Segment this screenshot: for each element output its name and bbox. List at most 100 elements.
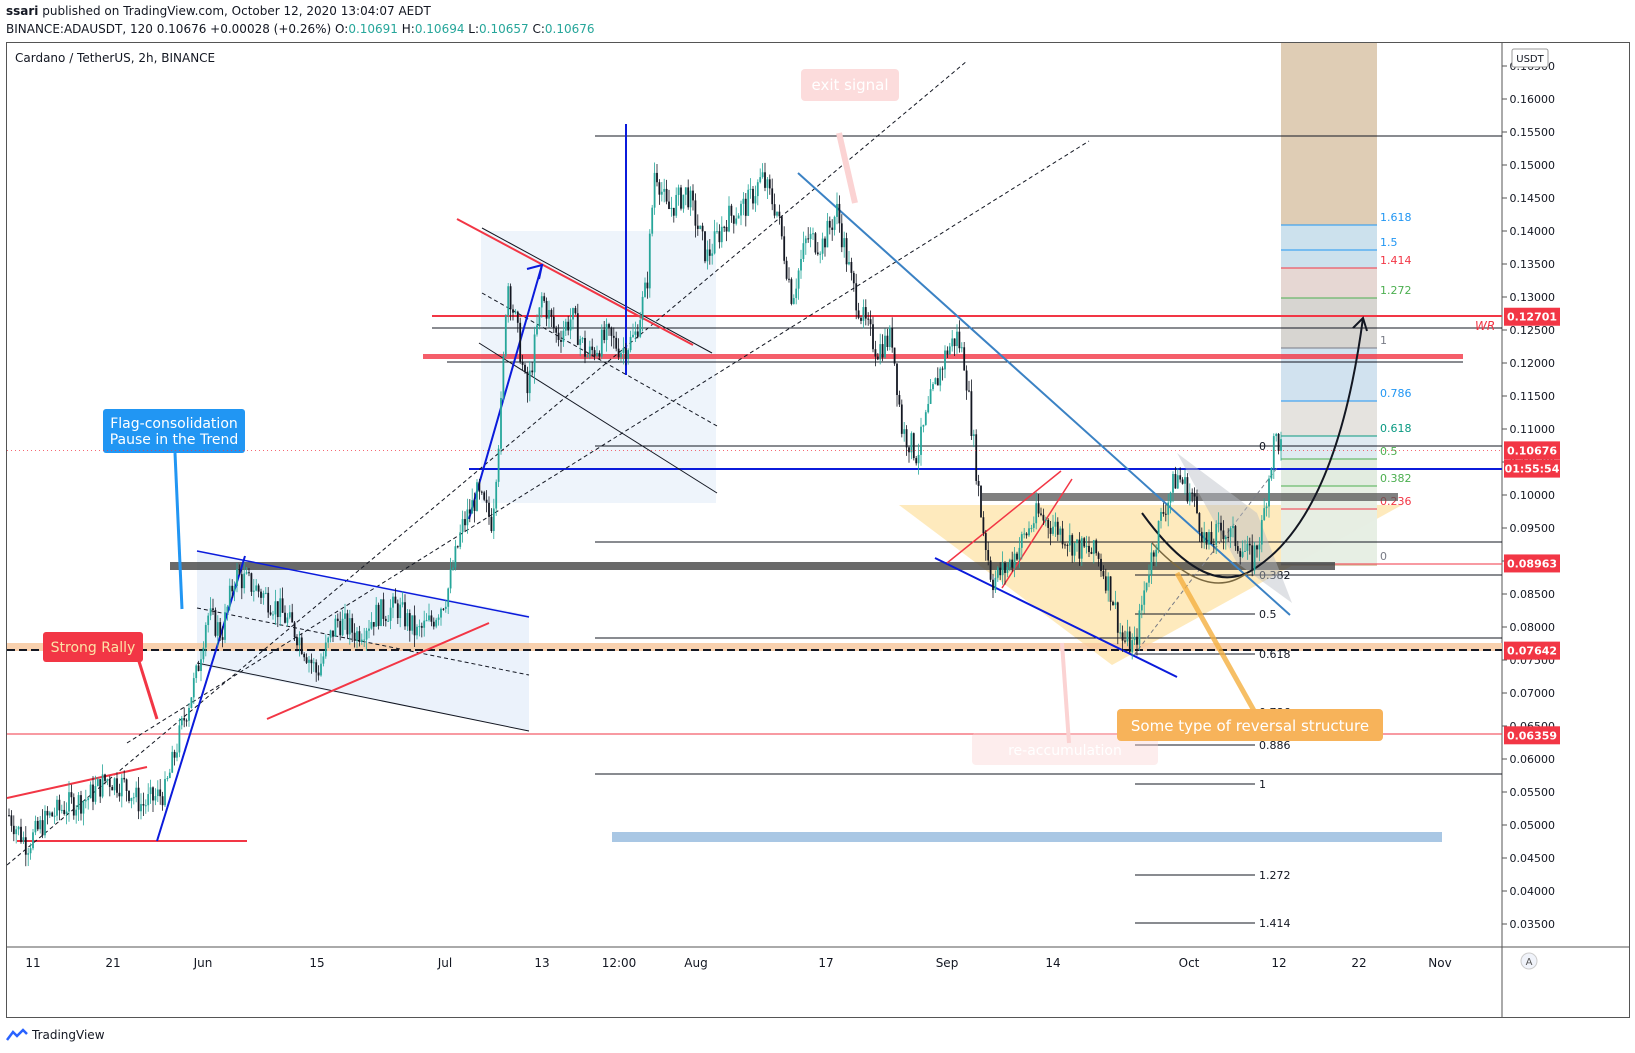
candle-body — [915, 458, 918, 464]
candle-body — [456, 546, 459, 548]
candle-body — [689, 190, 692, 208]
candle-body — [948, 346, 951, 355]
candle-body — [65, 811, 68, 814]
candle-body — [468, 509, 471, 514]
candle-body — [29, 848, 32, 854]
candle-body — [507, 286, 510, 316]
candle-body — [1280, 439, 1282, 451]
candle-body — [1008, 559, 1011, 568]
candle-body — [384, 618, 387, 621]
flag-mid — [196, 607, 530, 676]
candle-body — [60, 809, 63, 811]
candle-body — [524, 364, 526, 372]
flag-label-box[interactable] — [103, 409, 245, 453]
exit-signal-box[interactable] — [801, 69, 899, 101]
candle-body — [116, 778, 118, 793]
candle-body — [58, 799, 61, 811]
candle-body — [1073, 543, 1076, 556]
candle-body — [778, 211, 781, 217]
price-label-box — [1504, 641, 1560, 660]
candle-body — [639, 320, 642, 337]
price-tick-label: 0.15500 — [1510, 126, 1556, 139]
strong-rally-box[interactable] — [43, 632, 143, 662]
high-label: H: — [401, 22, 415, 36]
candle-body — [471, 500, 474, 514]
candle-body — [123, 777, 126, 780]
price-tick-label: 0.04500 — [1510, 852, 1556, 865]
candle-body — [216, 622, 219, 636]
candle-body — [826, 220, 829, 248]
candle-body — [903, 429, 906, 434]
candle-body — [850, 261, 853, 273]
footer-brand[interactable]: TradingView — [32, 1028, 105, 1042]
candle-body — [675, 194, 678, 216]
candle-body — [480, 491, 483, 493]
candle-body — [624, 348, 627, 359]
candle-body — [905, 429, 908, 448]
candle-body — [1241, 551, 1244, 557]
flag-zone-upper — [481, 231, 716, 503]
candle-body — [1061, 528, 1064, 545]
candle-body — [615, 337, 618, 349]
candle-body — [989, 560, 992, 580]
candle-body — [1037, 503, 1040, 514]
channel-lower — [478, 342, 718, 494]
candle-body — [658, 182, 661, 195]
svg-text:A: A — [1526, 957, 1533, 968]
chart-container[interactable]: 1.618 1.5 1.414 1.272 1 0.786 0.618 0.5 0.382 0.2… — [6, 42, 1630, 1018]
candle-body — [1059, 528, 1062, 535]
candle-body — [108, 779, 111, 787]
candle-body — [807, 238, 810, 240]
candle-body — [852, 272, 855, 284]
candle-body — [1176, 475, 1179, 489]
candle-body — [236, 569, 238, 586]
candle-body — [1160, 512, 1162, 521]
candle-body — [1143, 590, 1146, 605]
candle-body — [1196, 496, 1198, 514]
candle-body — [792, 298, 795, 304]
candle-body — [454, 546, 457, 568]
candle-body — [891, 327, 894, 348]
price-tick-label: 0.15000 — [1510, 159, 1556, 172]
candle-body — [142, 804, 145, 806]
candle-body — [1119, 632, 1122, 634]
projection-arrow-head — [1352, 316, 1368, 332]
candle-body — [159, 789, 162, 797]
candle-body — [860, 317, 862, 321]
candle-body — [459, 532, 462, 547]
candle-body — [303, 653, 306, 658]
chart-legend[interactable]: Cardano / TetherUS, 2h, BINANCE — [15, 51, 215, 65]
chart-canvas[interactable]: 1.6181.51.4141.27210.7860.6180.50.3820.2… — [6, 43, 1629, 1017]
flag-pointer — [173, 452, 184, 610]
candle-body — [1042, 514, 1045, 521]
candle-body — [804, 238, 807, 244]
candle-body — [929, 389, 932, 404]
currency-badge[interactable] — [1511, 48, 1549, 68]
exit-signal-text: exit signal — [811, 76, 888, 94]
reversal-label-box[interactable] — [1117, 709, 1383, 741]
candle-body — [1148, 574, 1150, 583]
candle-body — [75, 809, 78, 816]
candle-body — [228, 585, 231, 607]
time-tick-label: 22 — [1351, 956, 1366, 970]
time-tick-label: 21 — [105, 956, 120, 970]
price-tick-label: 0.10000 — [1510, 489, 1556, 502]
candle-body — [288, 612, 291, 618]
candle-body — [874, 349, 877, 357]
candle-body — [562, 330, 565, 342]
time-axis[interactable]: 11 21 Jun 15 Jul 13 12:00 Aug 17 Sep 14 Oct 12 22 Nov — [25, 956, 1451, 970]
candle-body — [584, 338, 586, 357]
author-name[interactable]: ssari — [6, 4, 39, 18]
candle-body — [365, 630, 368, 640]
candle-body — [125, 779, 128, 791]
candle-body — [257, 585, 260, 592]
price-tick-label: 0.12000 — [1510, 357, 1556, 370]
candle-body — [243, 573, 246, 589]
auto-scale-button[interactable] — [1520, 952, 1538, 970]
price-axis[interactable]: 0.165000.160000.155000.150000.145000.140… — [1502, 60, 1555, 931]
candle-body — [972, 434, 975, 436]
candle-body — [226, 606, 229, 613]
candle-body — [598, 352, 601, 357]
candle-body — [747, 189, 750, 216]
candle-body — [1011, 559, 1014, 568]
